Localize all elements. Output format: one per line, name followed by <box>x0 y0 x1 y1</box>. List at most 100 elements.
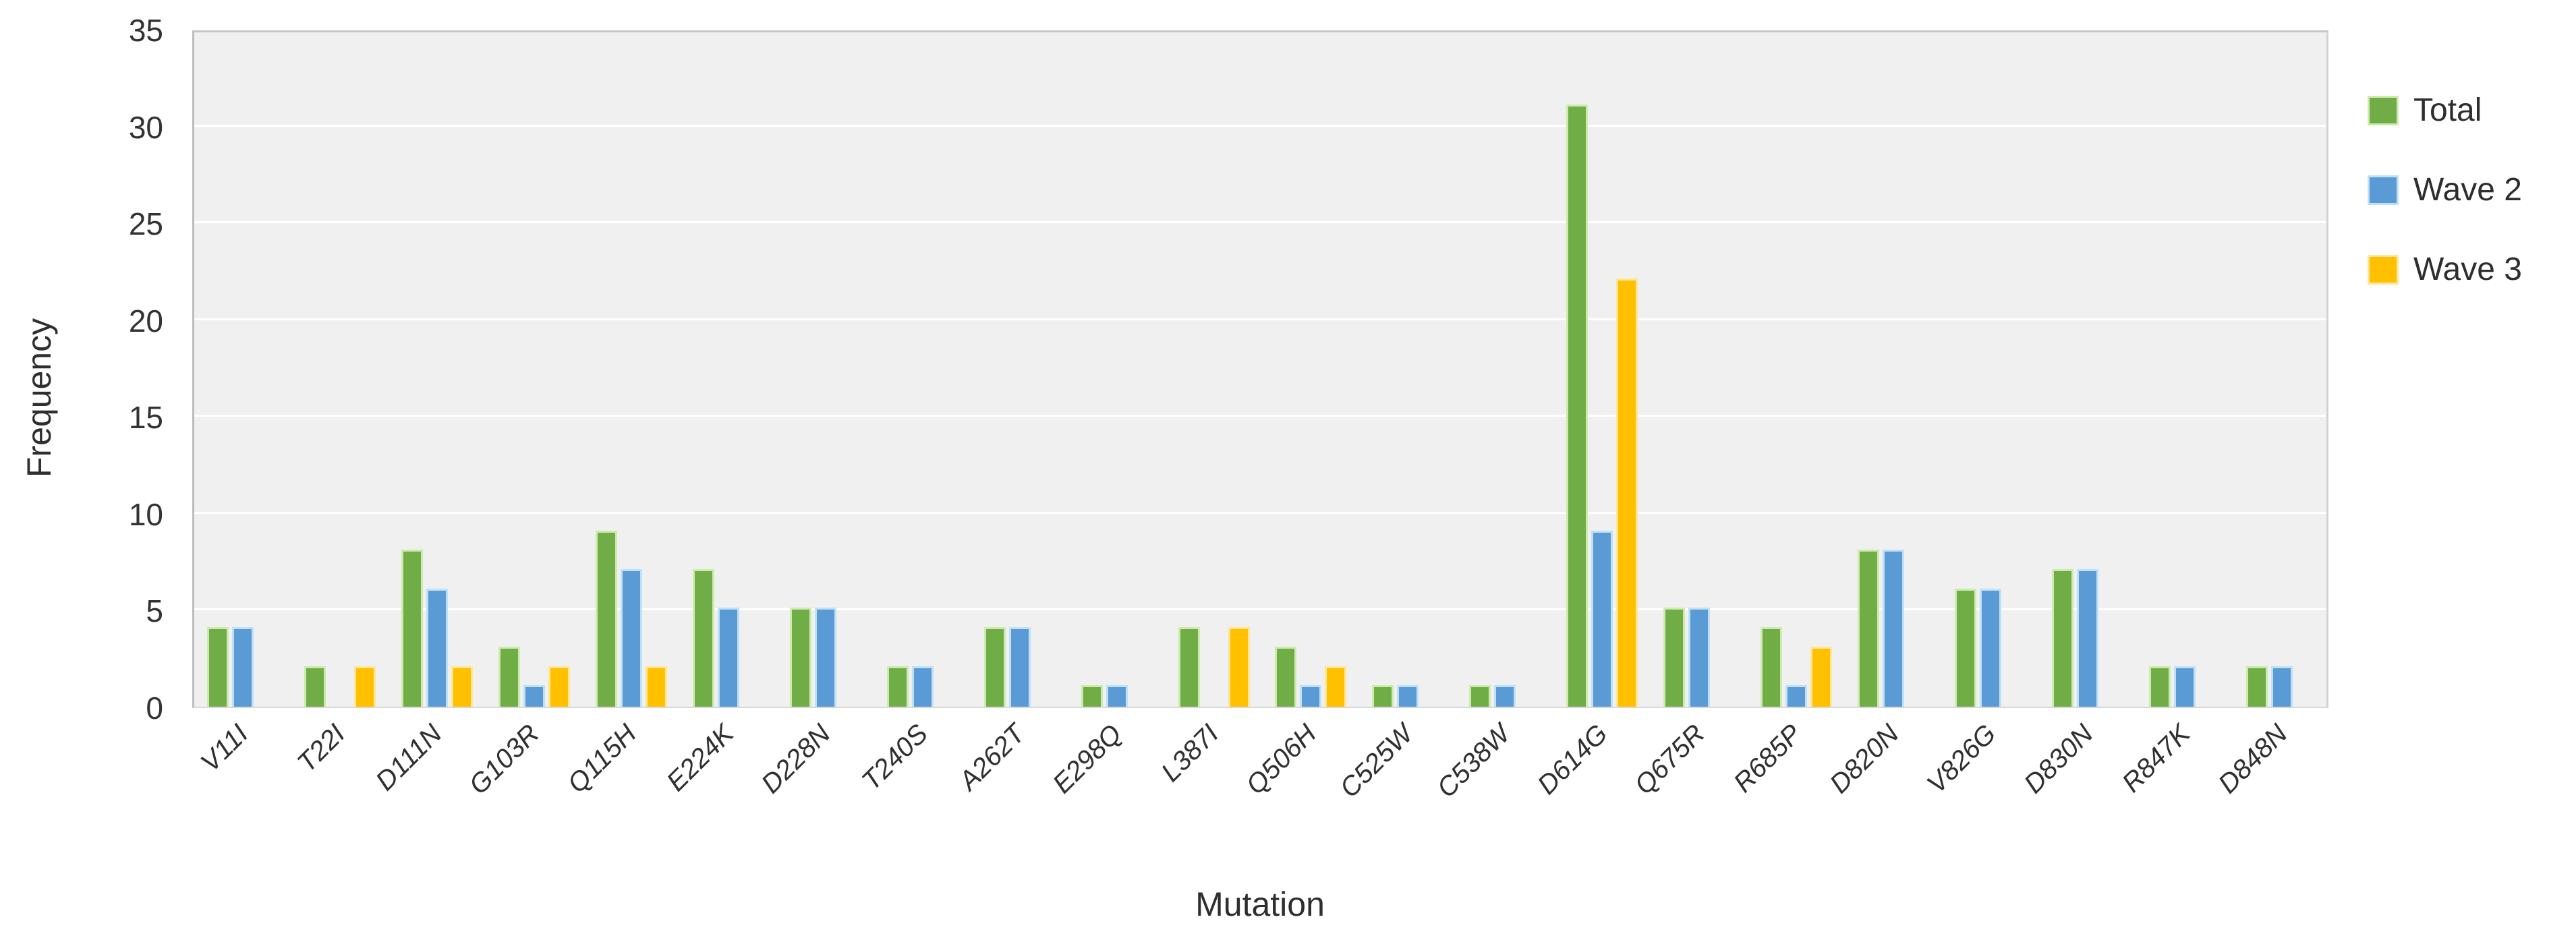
x-tick-label-Q675R: Q675R <box>1628 719 1711 800</box>
y-tick-label-5: 5 <box>146 593 163 629</box>
y-tick-label-25: 25 <box>128 206 163 242</box>
x-tick-label-A262T: A262T <box>953 719 1031 796</box>
bar-total-V11I <box>206 627 229 707</box>
legend-label: Wave 3 <box>2413 252 2522 287</box>
gridline-y-20 <box>194 318 2326 320</box>
bar-group-D820N <box>1845 32 1942 707</box>
bar-group-R847K <box>2136 32 2233 707</box>
gridline-y-5 <box>194 608 2326 611</box>
bar-total-D830N <box>2052 569 2074 707</box>
x-tick-label-V826G: V826G <box>1921 719 2002 800</box>
bar-group-Q506H <box>1263 32 1360 707</box>
bar-group-T22I <box>291 32 389 707</box>
bar-group-E224K <box>680 32 777 707</box>
bar-wave2-Q506H <box>1300 685 1322 707</box>
bar-total-Q675R <box>1663 608 1686 707</box>
bar-group-E298Q <box>1068 32 1166 707</box>
y-tick-label-35: 35 <box>128 13 163 48</box>
bar-wave2-D830N <box>2077 569 2099 707</box>
bar-wave2-D820N <box>1883 550 1905 707</box>
x-tick-label-C525W: C525W <box>1334 719 1419 804</box>
bar-group-L387I <box>1166 32 1263 707</box>
bar-wave2-A262T <box>1008 627 1031 707</box>
x-tick-label-R847K: R847K <box>2116 719 2196 798</box>
legend-swatch-icon <box>2368 96 2399 125</box>
bar-total-D820N <box>1858 550 1880 707</box>
bar-group-V826G <box>1942 32 2039 707</box>
bar-wave3-Q115H <box>645 666 667 707</box>
bar-wave3-L387I <box>1228 627 1250 707</box>
bar-wave3-G103R <box>548 666 570 707</box>
bar-total-T240S <box>886 666 909 707</box>
bar-wave3-T22I <box>353 666 376 707</box>
bar-total-R847K <box>2149 666 2171 707</box>
gridline-y-35 <box>194 28 2326 30</box>
bar-total-E298Q <box>1081 685 1103 707</box>
bar-wave2-R847K <box>2174 666 2196 707</box>
legend-item-total: Total <box>2368 94 2522 127</box>
x-tick-label-E224K: E224K <box>660 719 739 798</box>
bar-group-D848N <box>2233 32 2330 707</box>
x-tick-label-V11I: V11I <box>194 719 254 778</box>
bar-total-R685P <box>1761 627 1783 707</box>
bar-total-V826G <box>1955 588 1977 707</box>
bar-wave3-Q506H <box>1325 666 1347 707</box>
x-tick-label-E298Q: E298Q <box>1047 719 1128 800</box>
x-tick-label-L387I: L387I <box>1155 719 1225 788</box>
bar-wave2-V826G <box>1980 588 2002 707</box>
gridline-y-15 <box>194 415 2326 417</box>
bar-total-A262T <box>983 627 1006 707</box>
legend-item-wave-2: Wave 2 <box>2368 174 2522 206</box>
x-tick-label-C538W: C538W <box>1431 719 1516 804</box>
bar-group-G103R <box>486 32 583 707</box>
bar-total-E224K <box>692 569 714 707</box>
legend-label: Total <box>2413 92 2482 128</box>
bar-wave2-D848N <box>2271 666 2293 707</box>
x-tick-label-D830N: D830N <box>2018 719 2099 800</box>
bar-total-L387I <box>1178 627 1200 707</box>
bar-wave2-E224K <box>717 608 739 707</box>
bar-wave2-C538W <box>1494 685 1516 707</box>
x-tick-label-R685P: R685P <box>1727 719 1808 798</box>
bar-wave3-D111N <box>451 666 473 707</box>
bar-total-Q115H <box>595 530 617 707</box>
bar-group-D111N <box>389 32 486 707</box>
x-tick-label-Q506H: Q506H <box>1240 719 1322 800</box>
bar-group-D830N <box>2039 32 2136 707</box>
x-tick-label-G103R: G103R <box>463 719 545 800</box>
bar-wave3-R685P <box>1810 646 1833 707</box>
y-tick-label-30: 30 <box>128 109 163 145</box>
x-tick-label-Q115H: Q115H <box>562 719 642 799</box>
bar-total-C538W <box>1469 685 1491 707</box>
bar-wave2-D111N <box>426 588 448 707</box>
bar-group-D614G <box>1553 32 1651 707</box>
bar-wave2-R685P <box>1785 685 1808 707</box>
gridline-y-25 <box>194 221 2326 224</box>
bar-wave2-V11I <box>231 627 254 707</box>
bar-total-Q506H <box>1275 646 1297 707</box>
bar-wave2-Q115H <box>620 569 642 707</box>
plot-area <box>192 28 2330 708</box>
bar-total-D228N <box>789 608 811 707</box>
gridline-y-30 <box>194 124 2326 127</box>
x-tick-label-T240S: T240S <box>856 719 934 796</box>
bar-total-T22I <box>304 666 326 707</box>
bar-group-R685P <box>1748 32 1845 707</box>
y-tick-label-20: 20 <box>128 303 163 339</box>
bar-group-D228N <box>777 32 874 707</box>
x-tick-label-D848N: D848N <box>2212 719 2293 800</box>
x-tick-label-D111N: D111N <box>370 719 448 796</box>
bar-wave2-Q675R <box>1688 608 1711 707</box>
bar-total-D848N <box>2246 666 2268 707</box>
x-tick-label-D820N: D820N <box>1824 719 1905 800</box>
bar-group-C538W <box>1456 32 1553 707</box>
bar-group-Q675R <box>1651 32 1748 707</box>
bar-group-V11I <box>194 32 291 707</box>
gridline-y-10 <box>194 511 2326 514</box>
legend-swatch-icon <box>2368 255 2399 285</box>
bar-wave2-C525W <box>1397 685 1419 707</box>
x-tick-label-D614G: D614G <box>1531 719 1613 800</box>
legend: Total Wave 2 Wave 3 <box>2368 94 2522 286</box>
legend-swatch-icon <box>2368 175 2399 205</box>
